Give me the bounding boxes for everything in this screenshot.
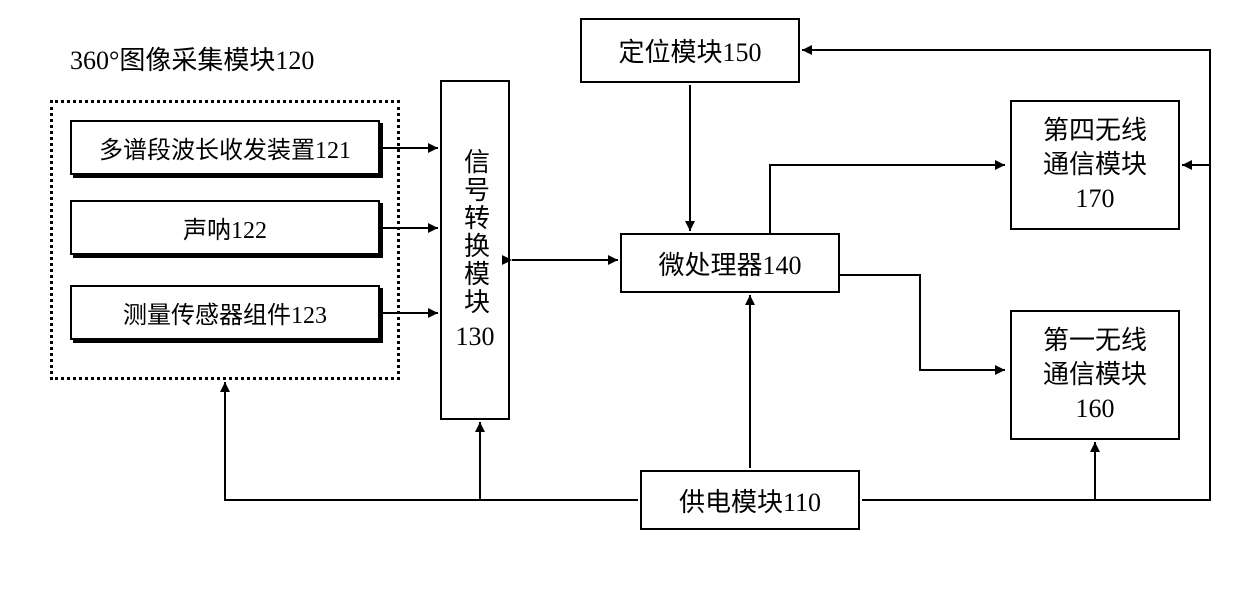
box-140-label: 微处理器140 bbox=[658, 245, 801, 282]
box-170-line3: 170 bbox=[1076, 182, 1115, 216]
box-122-label: 声呐122 bbox=[183, 210, 267, 245]
box-150: 定位模块150 bbox=[580, 18, 800, 83]
box-121: 多谱段波长收发装置121 bbox=[70, 120, 380, 175]
box-170-line2: 通信模块 bbox=[1043, 148, 1147, 182]
box-123: 测量传感器组件123 bbox=[70, 285, 380, 340]
box-122: 声呐122 bbox=[70, 200, 380, 255]
title-label: 360°图像采集模块120 bbox=[70, 40, 314, 77]
box-123-label: 测量传感器组件123 bbox=[123, 295, 327, 330]
box-121-label: 多谱段波长收发装置121 bbox=[99, 130, 351, 165]
box-140: 微处理器140 bbox=[620, 233, 840, 293]
box-130-num: 130 bbox=[456, 322, 495, 352]
box-130: 信号转换模块 130 bbox=[440, 80, 510, 420]
box-160-line2: 通信模块 bbox=[1043, 358, 1147, 392]
box-110-label: 供电模块110 bbox=[679, 482, 821, 519]
box-170-line1: 第四无线 bbox=[1043, 114, 1147, 148]
box-160: 第一无线 通信模块 160 bbox=[1010, 310, 1180, 440]
box-160-line1: 第一无线 bbox=[1043, 324, 1147, 358]
box-170: 第四无线 通信模块 170 bbox=[1010, 100, 1180, 230]
box-160-line3: 160 bbox=[1076, 392, 1115, 426]
box-110: 供电模块110 bbox=[640, 470, 860, 530]
box-130-label: 信号转换模块 bbox=[457, 148, 494, 316]
box-150-label: 定位模块150 bbox=[618, 32, 761, 69]
